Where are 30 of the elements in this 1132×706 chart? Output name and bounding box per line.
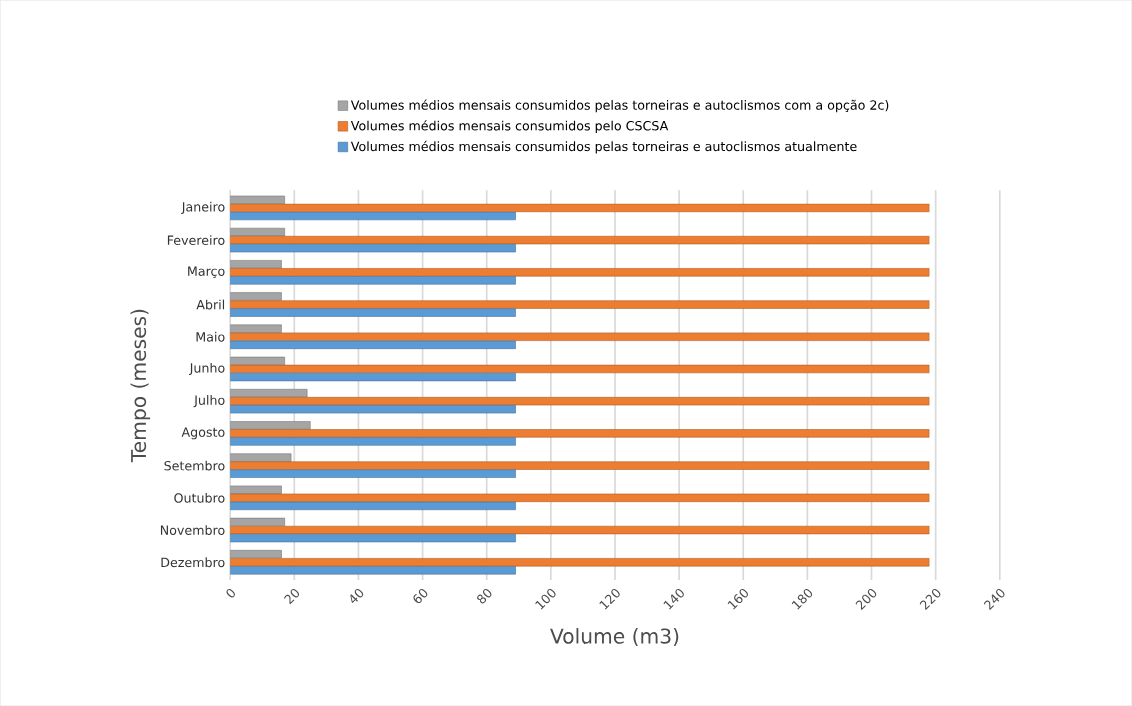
x-tick-label: 40 [350, 588, 364, 603]
x-tick-label: 20 [284, 588, 300, 605]
x-tick-label: 100 [535, 588, 556, 610]
x-tick-label: 200 [855, 588, 877, 610]
x-axis-title: Volume (m3) [550, 627, 679, 646]
y-tick-label: Junho [189, 362, 225, 375]
y-tick-label: Novembro [160, 525, 225, 535]
x-tick-label: 80 [477, 588, 492, 604]
legend-label: Volumes médios mensais consumidos pelas torneiras e autoclismos atualmente [350, 140, 857, 154]
x-tick-label: 180 [791, 588, 813, 610]
y-tick-label: Dezembro [161, 557, 225, 568]
y-tick-label: Setembro [164, 460, 225, 471]
legend-label: Volumes médios mensais consumidos pelas torneiras e autoclismos com a opção 2c) [350, 99, 889, 113]
x-tick-label: 240 [983, 588, 1005, 610]
x-tick-label: 160 [727, 588, 749, 610]
x-tick-label: 60 [413, 588, 428, 604]
legend-label: Volumes médios mensais consumidos pelo CSCSA [350, 120, 669, 133]
y-axis-title: Tempo (meses) [130, 309, 151, 463]
y-tick-label: Outubro [174, 492, 225, 503]
y-tick-label: Maio [196, 331, 225, 342]
x-tick-label: 140 [663, 588, 684, 610]
x-tick-label: 120 [599, 588, 620, 610]
y-tick-label: Abril [196, 299, 225, 310]
x-tick-label: 0 [226, 588, 235, 598]
y-tick-label: Janeiro [181, 201, 225, 214]
y-tick-label: Fevereiro [167, 235, 225, 245]
y-tick-label: Agosto [181, 427, 225, 440]
y-tick-label: Julho [193, 395, 225, 408]
x-tick-label: 220 [919, 588, 941, 610]
y-tick-label: Março [188, 266, 225, 279]
